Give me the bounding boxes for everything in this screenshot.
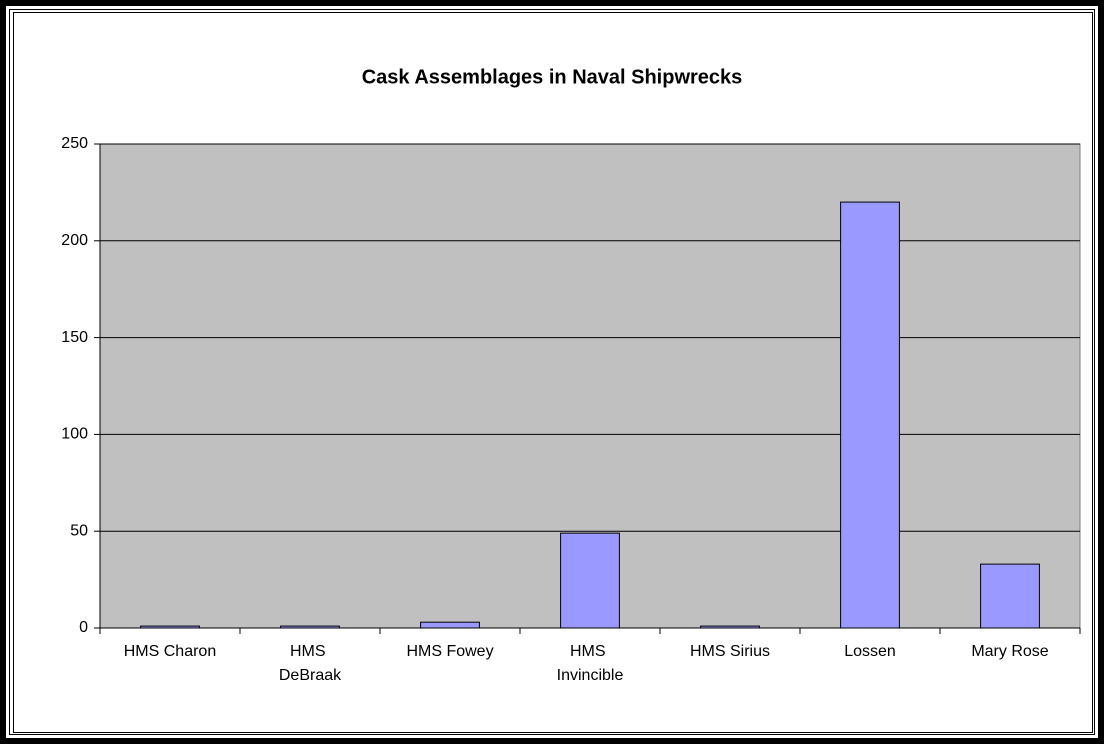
outer-border-inner bbox=[9, 9, 1095, 735]
x-tick-label: Lossen bbox=[844, 643, 896, 660]
y-tick-label: 0 bbox=[79, 619, 88, 636]
chart-title: Cask Assemblages in Naval Shipwrecks bbox=[362, 66, 743, 88]
chart-area-border bbox=[13, 12, 1093, 733]
y-tick-label: 200 bbox=[61, 232, 88, 249]
bar bbox=[980, 563, 1040, 629]
bar bbox=[140, 625, 200, 629]
bar bbox=[280, 625, 340, 629]
x-tick-label: Mary Rose bbox=[971, 643, 1048, 660]
x-tick-label: HMS DeBraak bbox=[279, 643, 342, 684]
x-tick-label: HMS Sirius bbox=[690, 643, 770, 660]
y-tick-label: 100 bbox=[61, 426, 88, 443]
bar bbox=[840, 201, 900, 629]
bar bbox=[560, 532, 620, 629]
x-tick-label: HMS Fowey bbox=[406, 643, 493, 660]
bar bbox=[700, 625, 760, 629]
x-tick-label: HMS Invincible bbox=[557, 643, 624, 684]
y-tick-label: 150 bbox=[61, 329, 88, 346]
x-tick-label: HMS Charon bbox=[124, 643, 216, 660]
y-tick-label: 250 bbox=[61, 135, 88, 152]
y-tick-label: 50 bbox=[70, 522, 88, 539]
bar bbox=[420, 621, 480, 629]
